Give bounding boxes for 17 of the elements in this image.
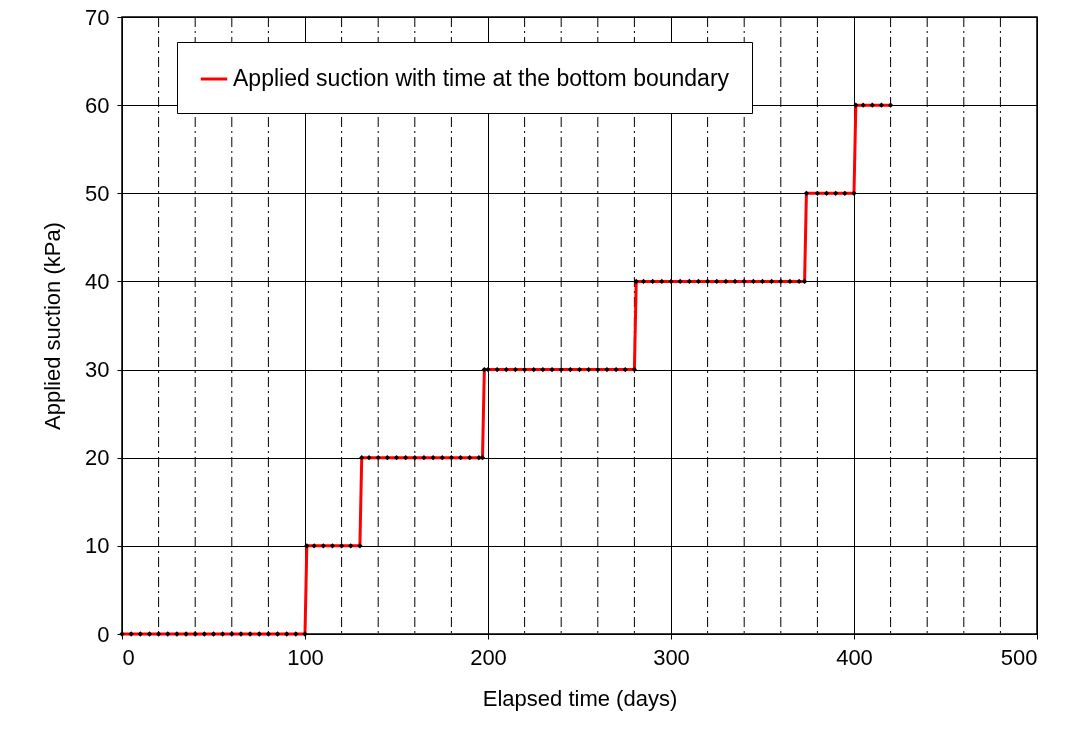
y-tick-label: 20 <box>85 445 110 471</box>
y-tick-label: 70 <box>85 4 110 30</box>
y-tick-label: 0 <box>97 621 110 647</box>
x-tick-label: 500 <box>1000 644 1038 670</box>
x-tick-label: 0 <box>122 644 135 670</box>
y-tick-label: 40 <box>85 268 110 294</box>
x-tick-label: 200 <box>470 644 507 670</box>
x-tick-label: 300 <box>653 644 690 670</box>
x-tick-label: 400 <box>836 644 873 670</box>
y-axis-title: Applied suction (kPa) <box>40 222 66 430</box>
legend-label: Applied suction with time at the bottom boundary <box>233 65 730 91</box>
x-axis-title: Elapsed time (days) <box>482 685 678 711</box>
y-tick-label: 10 <box>85 533 110 559</box>
x-tick-label: 100 <box>287 644 324 670</box>
y-tick-label: 30 <box>85 357 110 383</box>
y-tick-label: 60 <box>85 92 110 118</box>
y-tick-label: 50 <box>85 180 110 206</box>
